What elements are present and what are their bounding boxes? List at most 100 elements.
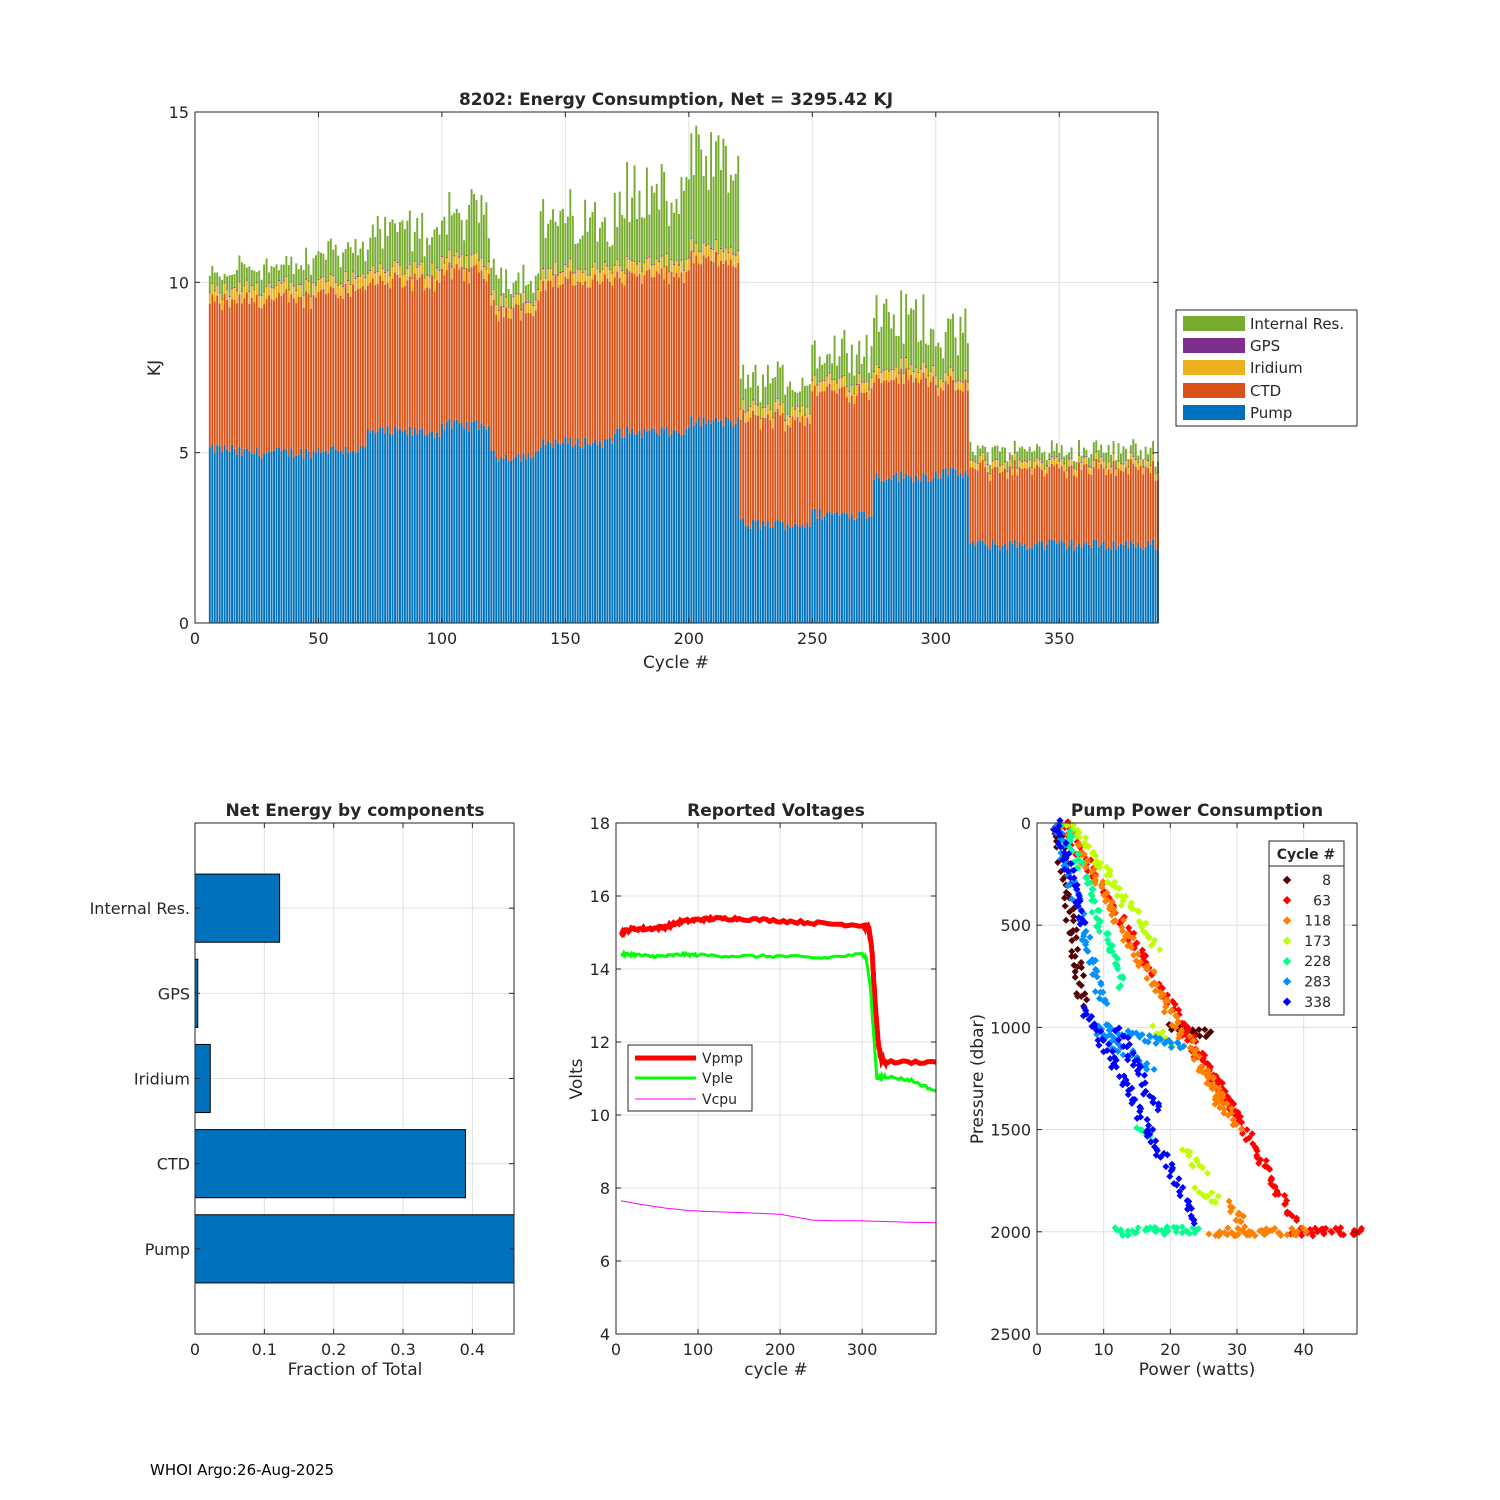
energy-bar-gps [490, 294, 493, 296]
energy-axes-box [194, 111, 1159, 624]
energy-bar-pump [858, 511, 861, 623]
energy-bar-gps [591, 266, 594, 268]
energy-bar-gps [776, 397, 779, 399]
pump-point [1075, 829, 1083, 837]
energy-bar-internal [236, 269, 238, 291]
energy-bar-pump [500, 457, 503, 623]
energy-bar-pump [831, 514, 834, 623]
energy-bar-internal [816, 368, 819, 385]
energy-bar-ctd [853, 403, 856, 520]
energy-bar-iridium [971, 460, 974, 468]
energy-bar-pump [863, 511, 866, 623]
energy-bar-ctd [342, 298, 345, 454]
energy-bar-iridium [411, 279, 414, 292]
energy-bar-iridium [855, 385, 858, 396]
energy-bar-internal [361, 241, 364, 274]
energy-bar-iridium [280, 283, 283, 296]
energy-bar-iridium [863, 382, 866, 394]
pump-point [1078, 915, 1086, 923]
energy-bar-internal [882, 303, 885, 370]
energy-bar-internal [771, 378, 774, 418]
energy-bar-ctd [678, 277, 680, 433]
energy-bar-ctd [779, 415, 782, 522]
energy-bar-internal [971, 451, 974, 460]
pump-point [1191, 1184, 1199, 1192]
pump-point [1201, 1051, 1209, 1059]
energy-bar-gps [1075, 469, 1078, 471]
energy-bar-ctd [885, 379, 888, 480]
energy-bar-ctd [974, 469, 977, 546]
energy-bar-internal [245, 267, 248, 280]
energy-bar-ctd [268, 295, 271, 452]
energy-bar-iridium [576, 269, 579, 282]
y-tick-label: 15 [169, 103, 189, 122]
energy-bar-gps [416, 266, 419, 268]
energy-bar-gps [757, 404, 759, 406]
energy-bar-pump [364, 447, 367, 623]
energy-bar-iridium [845, 387, 848, 398]
energy-bar-gps [1144, 458, 1147, 460]
energy-bar-pump [596, 444, 599, 623]
energy-bar-internal [584, 199, 587, 269]
energy-bar-internal [818, 356, 821, 381]
energy-bar-internal [386, 235, 389, 271]
energy-bar-internal [554, 221, 557, 262]
energy-bar-gps [1090, 467, 1093, 469]
energy-bar-pump [1016, 547, 1019, 623]
energy-bar-pump [910, 477, 913, 623]
y-tick-label: 8 [600, 1179, 610, 1198]
energy-bar-pump [1065, 549, 1068, 623]
energy-bar-internal [954, 337, 957, 382]
energy-bar-internal [366, 249, 369, 273]
energy-bar-gps [480, 257, 483, 259]
energy-bar-ctd [621, 283, 624, 438]
energy-bar-iridium [702, 243, 705, 256]
energy-bar-ctd [996, 466, 999, 545]
energy-bar-gps [581, 271, 584, 273]
pump-point [1082, 834, 1090, 842]
energy-bar-iridium [1043, 469, 1046, 477]
pump-point [1071, 973, 1079, 981]
energy-bar-iridium [685, 259, 688, 272]
energy-bar-internal [628, 221, 631, 259]
energy-bar-ctd [327, 293, 330, 454]
pump-point [1105, 947, 1113, 955]
energy-bar-gps [707, 243, 710, 245]
energy-bar-ctd [1080, 469, 1083, 548]
energy-bar-pump [927, 481, 930, 623]
energy-bar-pump [480, 423, 483, 623]
energy-bar-iridium [1053, 458, 1056, 466]
energy-bar-iridium [823, 380, 826, 392]
energy-bar-pump [845, 513, 848, 623]
energy-bar-internal [594, 202, 596, 262]
energy-bar-gps [781, 401, 784, 403]
energy-bar-internal [1063, 456, 1066, 464]
energy-bar-pump [1038, 541, 1041, 623]
energy-bar-internal [231, 274, 234, 289]
energy-bar-ctd [1149, 472, 1152, 545]
energy-bar-pump [801, 524, 804, 623]
energy-bar-internal [495, 274, 498, 304]
energy-bar-pump [369, 432, 372, 623]
energy-bar-pump [307, 451, 310, 623]
energy-bar-internal [431, 237, 434, 263]
energy-bar-iridium [1144, 459, 1147, 467]
energy-bar-internal [557, 226, 559, 275]
pump-point [1350, 1231, 1358, 1239]
energy-bar-iridium [779, 405, 782, 416]
energy-bar-internal [685, 176, 688, 259]
energy-bar-pump [1137, 542, 1140, 623]
energy-bar-pump [665, 426, 668, 623]
energy-bar-pump [448, 419, 451, 623]
energy-bar-pump [529, 458, 532, 623]
energy-bar-pump [670, 434, 673, 623]
energy-bar-pump [265, 452, 268, 623]
energy-bar-pump [613, 433, 616, 623]
energy-bar-gps [1092, 459, 1095, 461]
energy-bar-internal [315, 255, 317, 285]
energy-bar-pump [566, 443, 569, 623]
energy-bar-internal [890, 328, 893, 369]
energy-bar-internal [732, 180, 735, 254]
pump-point [1120, 916, 1128, 924]
energy-bar-pump [1100, 544, 1103, 623]
